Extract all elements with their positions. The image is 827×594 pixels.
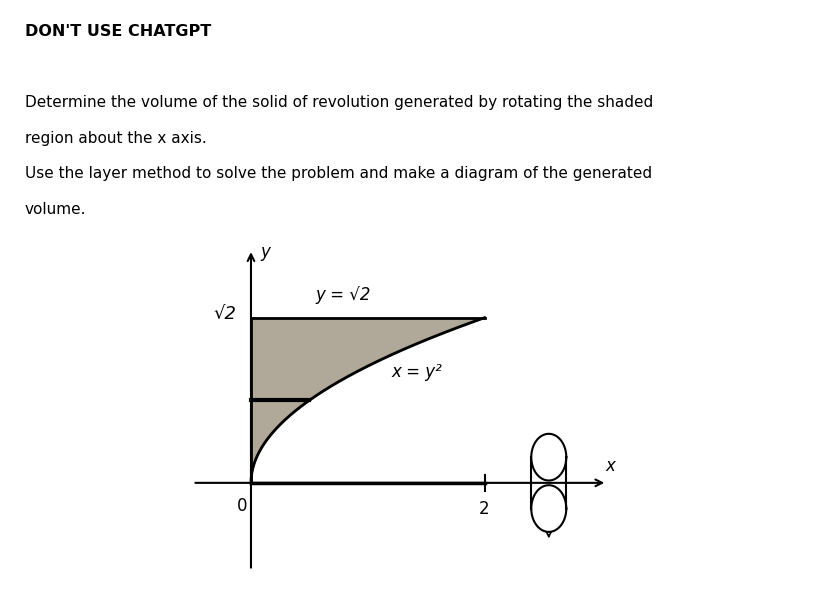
Text: Determine the volume of the solid of revolution generated by rotating the shaded: Determine the volume of the solid of rev… [25, 95, 653, 110]
Text: DON'T USE CHATGPT: DON'T USE CHATGPT [25, 24, 211, 39]
Text: x: x [605, 457, 614, 475]
Text: Use the layer method to solve the problem and make a diagram of the generated: Use the layer method to solve the proble… [25, 166, 651, 181]
Text: y: y [260, 244, 270, 261]
Text: √2: √2 [213, 305, 237, 323]
Text: volume.: volume. [25, 202, 86, 217]
Text: 0: 0 [236, 497, 246, 515]
Text: region about the x axis.: region about the x axis. [25, 131, 207, 146]
Text: 2: 2 [479, 500, 490, 519]
Text: x = y²: x = y² [390, 363, 442, 381]
Text: y = √2: y = √2 [315, 286, 370, 304]
